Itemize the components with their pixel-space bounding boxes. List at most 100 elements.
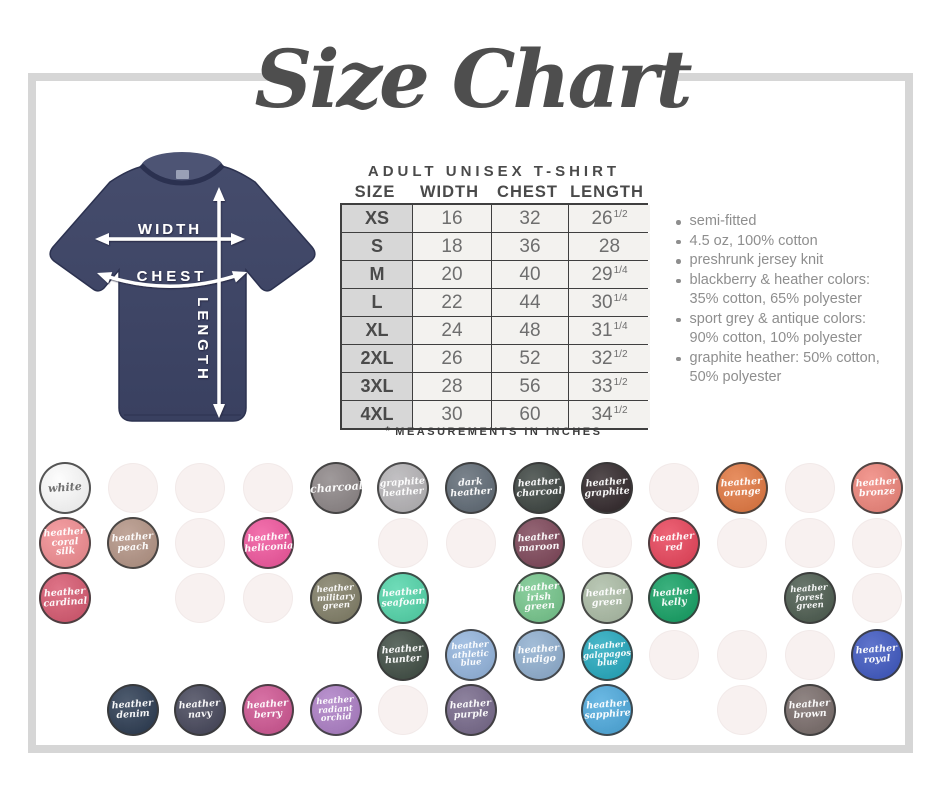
size-row-4XL: 4XL 30 60 34 1/2: [342, 401, 650, 428]
feature-item: sport grey & antique colors: 90% cotton,…: [676, 310, 914, 349]
swatch-label: heather berry: [246, 697, 289, 721]
bullet-dot: [676, 220, 681, 225]
swatch-label: heather red: [652, 530, 695, 554]
color-swatch-faded: [243, 573, 293, 623]
chest-cell: 60: [491, 401, 568, 428]
swatch-label: heather hunter: [381, 642, 424, 667]
measurement-arrows: WIDTH LENGTH CHEST: [95, 187, 247, 418]
color-swatch-heather-brown: heather brown: [784, 684, 836, 736]
swatch-label: heather peach: [111, 530, 154, 555]
width-cell: 16: [412, 205, 491, 232]
feature-text: 4.5 oz, 100% cotton: [689, 232, 818, 249]
swatch-label: heather bronze: [855, 475, 898, 500]
collar-tag: [176, 170, 189, 179]
feature-text: blackberry & heather colors: 35% cotton,…: [689, 271, 871, 308]
swatch-label: heather kelly: [652, 585, 695, 609]
feature-item: graphite heather: 50% cotton, 50% polyes…: [676, 349, 914, 388]
width-cell: 22: [412, 289, 491, 316]
width-cell: 26: [412, 345, 491, 372]
swatch-label: heather green: [585, 585, 628, 610]
size-cell: XL: [342, 317, 412, 344]
feature-text: sport grey & antique colors: 90% cotton,…: [689, 310, 867, 347]
swatch-label: white: [47, 480, 83, 496]
swatch-label: heather brown: [788, 697, 831, 722]
color-swatch-faded: [717, 518, 767, 568]
color-swatch-heather-athletic-blue: heather athletic blue: [445, 629, 497, 681]
swatch-label: heather coral silk: [43, 526, 86, 559]
width-cell: 24: [412, 317, 491, 344]
color-swatch-faded: [717, 630, 767, 680]
color-swatch-faded: [852, 518, 902, 568]
swatch-label: heather military green: [316, 582, 356, 613]
bullet-dot: [676, 356, 681, 361]
color-swatch-faded: [378, 518, 428, 568]
bullet-dot: [676, 239, 681, 244]
color-swatch-graphite-heather: graphite heather: [377, 462, 429, 514]
color-swatch-heather-peach: heather peach: [107, 517, 159, 569]
swatch-label: heather forest green: [790, 582, 829, 613]
color-swatch-faded: [785, 630, 835, 680]
tshirt-shape: [49, 152, 316, 422]
size-row-L: L 22 44 30 1/4: [342, 289, 650, 317]
features-list: semi-fitted 4.5 oz, 100% cotton preshrunk …: [676, 212, 914, 388]
length-cell: 29 1/4: [568, 261, 650, 288]
color-swatch-faded: [446, 518, 496, 568]
size-row-2XL: 2XL 26 52 32 1/2: [342, 345, 650, 373]
table-heading: ADULT UNISEX T-SHIRT: [367, 163, 621, 180]
width-cell: 28: [412, 373, 491, 400]
swatch-label: heather sapphire: [583, 697, 631, 722]
page-title: Size Chart: [254, 32, 692, 126]
color-swatch-heather-galapagos-blue: heather galapagos blue: [581, 629, 633, 681]
chest-cell: 48: [491, 317, 568, 344]
width-cell: 20: [412, 261, 491, 288]
color-swatch-faded: [378, 685, 428, 735]
feature-text: graphite heather: 50% cotton, 50% polyes…: [689, 349, 880, 386]
color-swatch-heather-purple: heather purple: [445, 684, 497, 736]
size-cell: L: [342, 289, 412, 316]
color-swatch-faded: [582, 518, 632, 568]
color-swatch-faded: [717, 685, 767, 735]
color-swatch-faded: [175, 518, 225, 568]
swatch-label: heather galapagos blue: [582, 639, 632, 670]
feature-item: semi-fitted: [676, 212, 914, 232]
color-swatch-heather-denim: heather denim: [107, 684, 159, 736]
title-box: Size Chart: [254, 10, 693, 148]
chest-cell: 56: [491, 373, 568, 400]
length-cell: 30 1/4: [568, 289, 650, 316]
size-cell: 2XL: [342, 345, 412, 372]
color-swatch-heather-royal: heather royal: [851, 629, 903, 681]
color-swatch-dark-heather: dark heather: [445, 462, 497, 514]
length-cell: 31 1/4: [568, 317, 650, 344]
swatch-label: heather athletic blue: [451, 639, 490, 670]
feature-item: 4.5 oz, 100% cotton: [676, 232, 914, 252]
feature-text: semi-fitted: [689, 213, 757, 229]
column-header-chest: CHEST: [497, 183, 558, 201]
color-swatch-charcoal: charcoal: [309, 462, 363, 514]
chest-cell: 44: [491, 289, 568, 316]
length-arrow-label: LENGTH: [194, 297, 211, 383]
swatch-label: heather royal: [855, 642, 898, 666]
size-row-XL: XL 24 48 31 1/4: [342, 317, 650, 345]
color-swatch-faded: [785, 518, 835, 568]
swatch-label: heather charcoal: [516, 475, 563, 500]
feature-text: preshrunk jersey knit: [689, 252, 824, 268]
color-swatch-heather-maroon: heather maroon: [513, 517, 565, 569]
table-column-headers: SIZE WIDTH CHEST LENGTH: [340, 183, 648, 202]
chest-cell: 52: [491, 345, 568, 372]
color-swatch-faded: [649, 463, 699, 513]
color-swatch-faded: [649, 630, 699, 680]
size-table: XS 16 32 26 1/2 S 18 36 28 M 20 40 29 1/4 L 22 44 30 1/4 XL…: [340, 203, 650, 430]
size-row-3XL: 3XL 28 56 33 1/2: [342, 373, 650, 401]
size-row-S: S 18 36 28: [342, 233, 650, 261]
size-cell: 4XL: [342, 401, 412, 428]
bullet-dot: [676, 259, 681, 264]
color-swatch-faded: [175, 463, 225, 513]
color-swatch-faded: [175, 573, 225, 623]
swatch-label: graphite heather: [379, 475, 426, 500]
chest-cell: 36: [491, 233, 568, 260]
color-swatch-heather-sapphire: heather sapphire: [581, 684, 633, 736]
swatch-label: heather indigo: [517, 642, 560, 667]
color-swatch-heather-navy: heather navy: [174, 684, 226, 736]
color-swatch-heather-charcoal: heather charcoal: [513, 462, 565, 514]
